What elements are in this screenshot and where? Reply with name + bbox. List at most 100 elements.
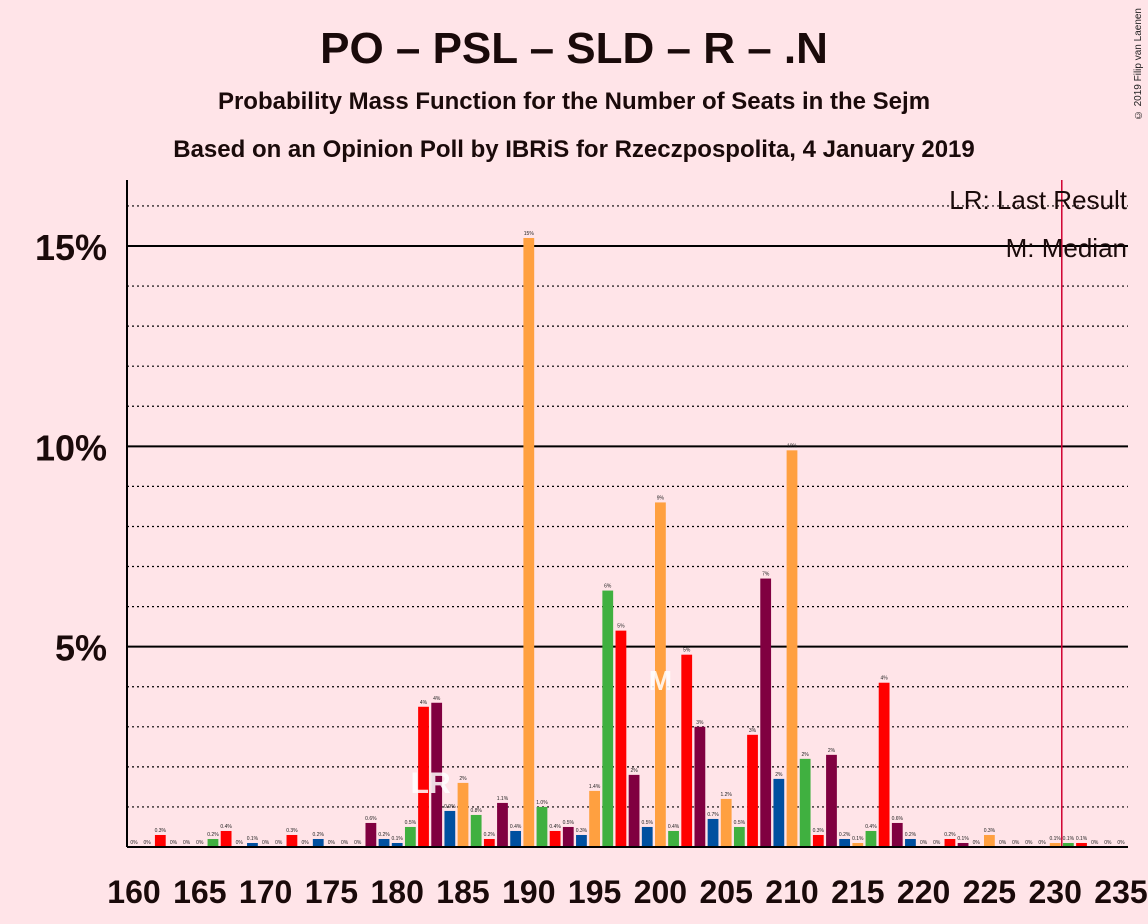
bar-seat-225 [984,834,995,847]
data-label: 0% [1012,840,1020,846]
data-label: 0% [1038,840,1046,846]
x-tick-label: 220 [897,874,950,910]
bar-seat-180 [391,842,403,847]
bar-seat-172 [286,834,298,847]
data-label: 0% [933,840,941,846]
data-label: 5% [617,624,625,630]
data-label: 0.1% [1063,836,1075,842]
bar-seat-197 [615,630,627,847]
data-label: 2% [459,776,467,782]
data-label: 0% [1117,840,1125,846]
data-label: 0% [920,840,928,846]
data-label: 0% [354,840,362,846]
grid-lines [127,205,1128,808]
bar-seat-201 [668,830,679,847]
x-tick-label: 225 [963,874,1016,910]
data-label: 0% [262,840,270,846]
data-label: 0.8% [470,808,482,814]
bar-seat-212 [812,834,824,847]
y-tick-label: 10% [35,427,107,468]
chart-subtitle: Probability Mass Function for the Number… [217,88,931,115]
bar-seat-213 [826,754,837,847]
bar-seat-214 [839,838,851,847]
data-label: 0% [301,840,309,846]
x-tick-label: 235 [1094,874,1147,910]
data-label: 0.1% [957,836,969,842]
data-label: 0% [275,840,283,846]
bar-seat-179 [378,838,390,847]
bar-seat-198 [628,774,640,847]
x-tick-label: 215 [831,874,884,910]
data-label: 0.1% [1049,836,1061,842]
data-label: 1.2% [720,792,732,798]
bar-seat-211 [799,758,811,847]
bar-seat-232 [1076,842,1087,847]
data-label: 0.1% [247,836,259,842]
data-label: 3% [696,720,704,726]
x-tick-label: 160 [107,874,160,910]
data-label: 0.2% [484,832,496,838]
bar-seat-202 [681,654,693,847]
bar-seat-216 [865,830,877,847]
x-tick-label: 200 [634,874,687,910]
data-label: 0.4% [668,824,680,830]
y-tick-label: 5% [55,628,107,669]
bar-seat-189 [510,830,522,847]
data-label: 0.6% [365,816,377,822]
data-label: 1.0% [536,800,548,806]
data-label: 7% [762,572,770,578]
chart-title: PO – PSL – SLD – R – .N [320,24,828,73]
bar-seat-193 [562,826,574,847]
x-tick-label: 210 [765,874,818,910]
bar-seat-191 [536,806,548,847]
bar-seat-196 [602,590,614,847]
bar-seat-183 [431,702,443,847]
axes: 5% 10% 15% 160 165 170 175 180 185 190 195 200 205 21… [35,180,1148,910]
data-label: 0.3% [576,828,588,834]
data-label: 4% [433,696,441,702]
x-tick-label: 205 [700,874,753,910]
data-label: 0.3% [984,828,996,834]
data-label: 1.1% [497,796,509,802]
median-marker: M [649,665,672,696]
bar-seat-187 [483,838,495,847]
data-label: 0.1% [1076,836,1088,842]
data-label: 0% [130,840,138,846]
data-label: 0% [1091,840,1099,846]
data-label: 0% [328,840,336,846]
x-tick-label: 165 [173,874,226,910]
data-label: 0.7% [707,812,719,818]
data-label: 0% [236,840,244,846]
bar-seat-210 [786,450,798,847]
bar-seat-194 [576,834,587,847]
data-label: 0.4% [549,824,561,830]
bar-seat-166 [207,838,219,847]
data-label: 2% [775,772,783,778]
data-label: 4% [420,700,428,706]
data-label: 5% [683,648,691,654]
data-label: 0% [341,840,349,846]
data-label: 0.3% [286,828,298,834]
y-tick-label: 15% [35,227,107,268]
data-label: 0.4% [865,824,877,830]
bar-seat-185 [457,782,469,847]
bar-seat-169 [247,842,258,847]
bar-seat-186 [470,814,482,847]
data-label: 0.5% [405,820,417,826]
data-label: 0% [144,840,152,846]
data-label: 9% [657,495,665,501]
bars: 0% 0%0.3%0% 0% 0%0.2%0.4%0%0.1%0% 0%0.3%0%0.… [130,231,1125,847]
data-label: 3% [749,728,757,734]
bar-seat-174 [312,838,324,847]
legend: LR: Last Result M: Median [949,185,1128,263]
last-result-marker: LR [411,767,451,800]
data-label: 0.5% [734,820,746,826]
data-label: 0% [183,840,191,846]
data-label: 0.1% [852,836,864,842]
data-label: 0.2% [944,832,956,838]
data-label: 10% [787,443,798,449]
bar-seat-195 [589,790,600,847]
data-label: 0.6% [892,816,904,822]
data-label: 2% [630,768,638,774]
